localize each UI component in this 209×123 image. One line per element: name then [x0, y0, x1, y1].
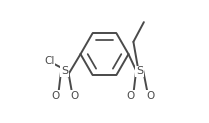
Text: Cl: Cl [45, 56, 55, 67]
Text: O: O [52, 91, 60, 101]
Text: S: S [136, 66, 143, 76]
Text: O: O [147, 91, 155, 101]
Text: O: O [127, 91, 135, 101]
Text: O: O [71, 91, 79, 101]
Text: S: S [61, 66, 68, 76]
